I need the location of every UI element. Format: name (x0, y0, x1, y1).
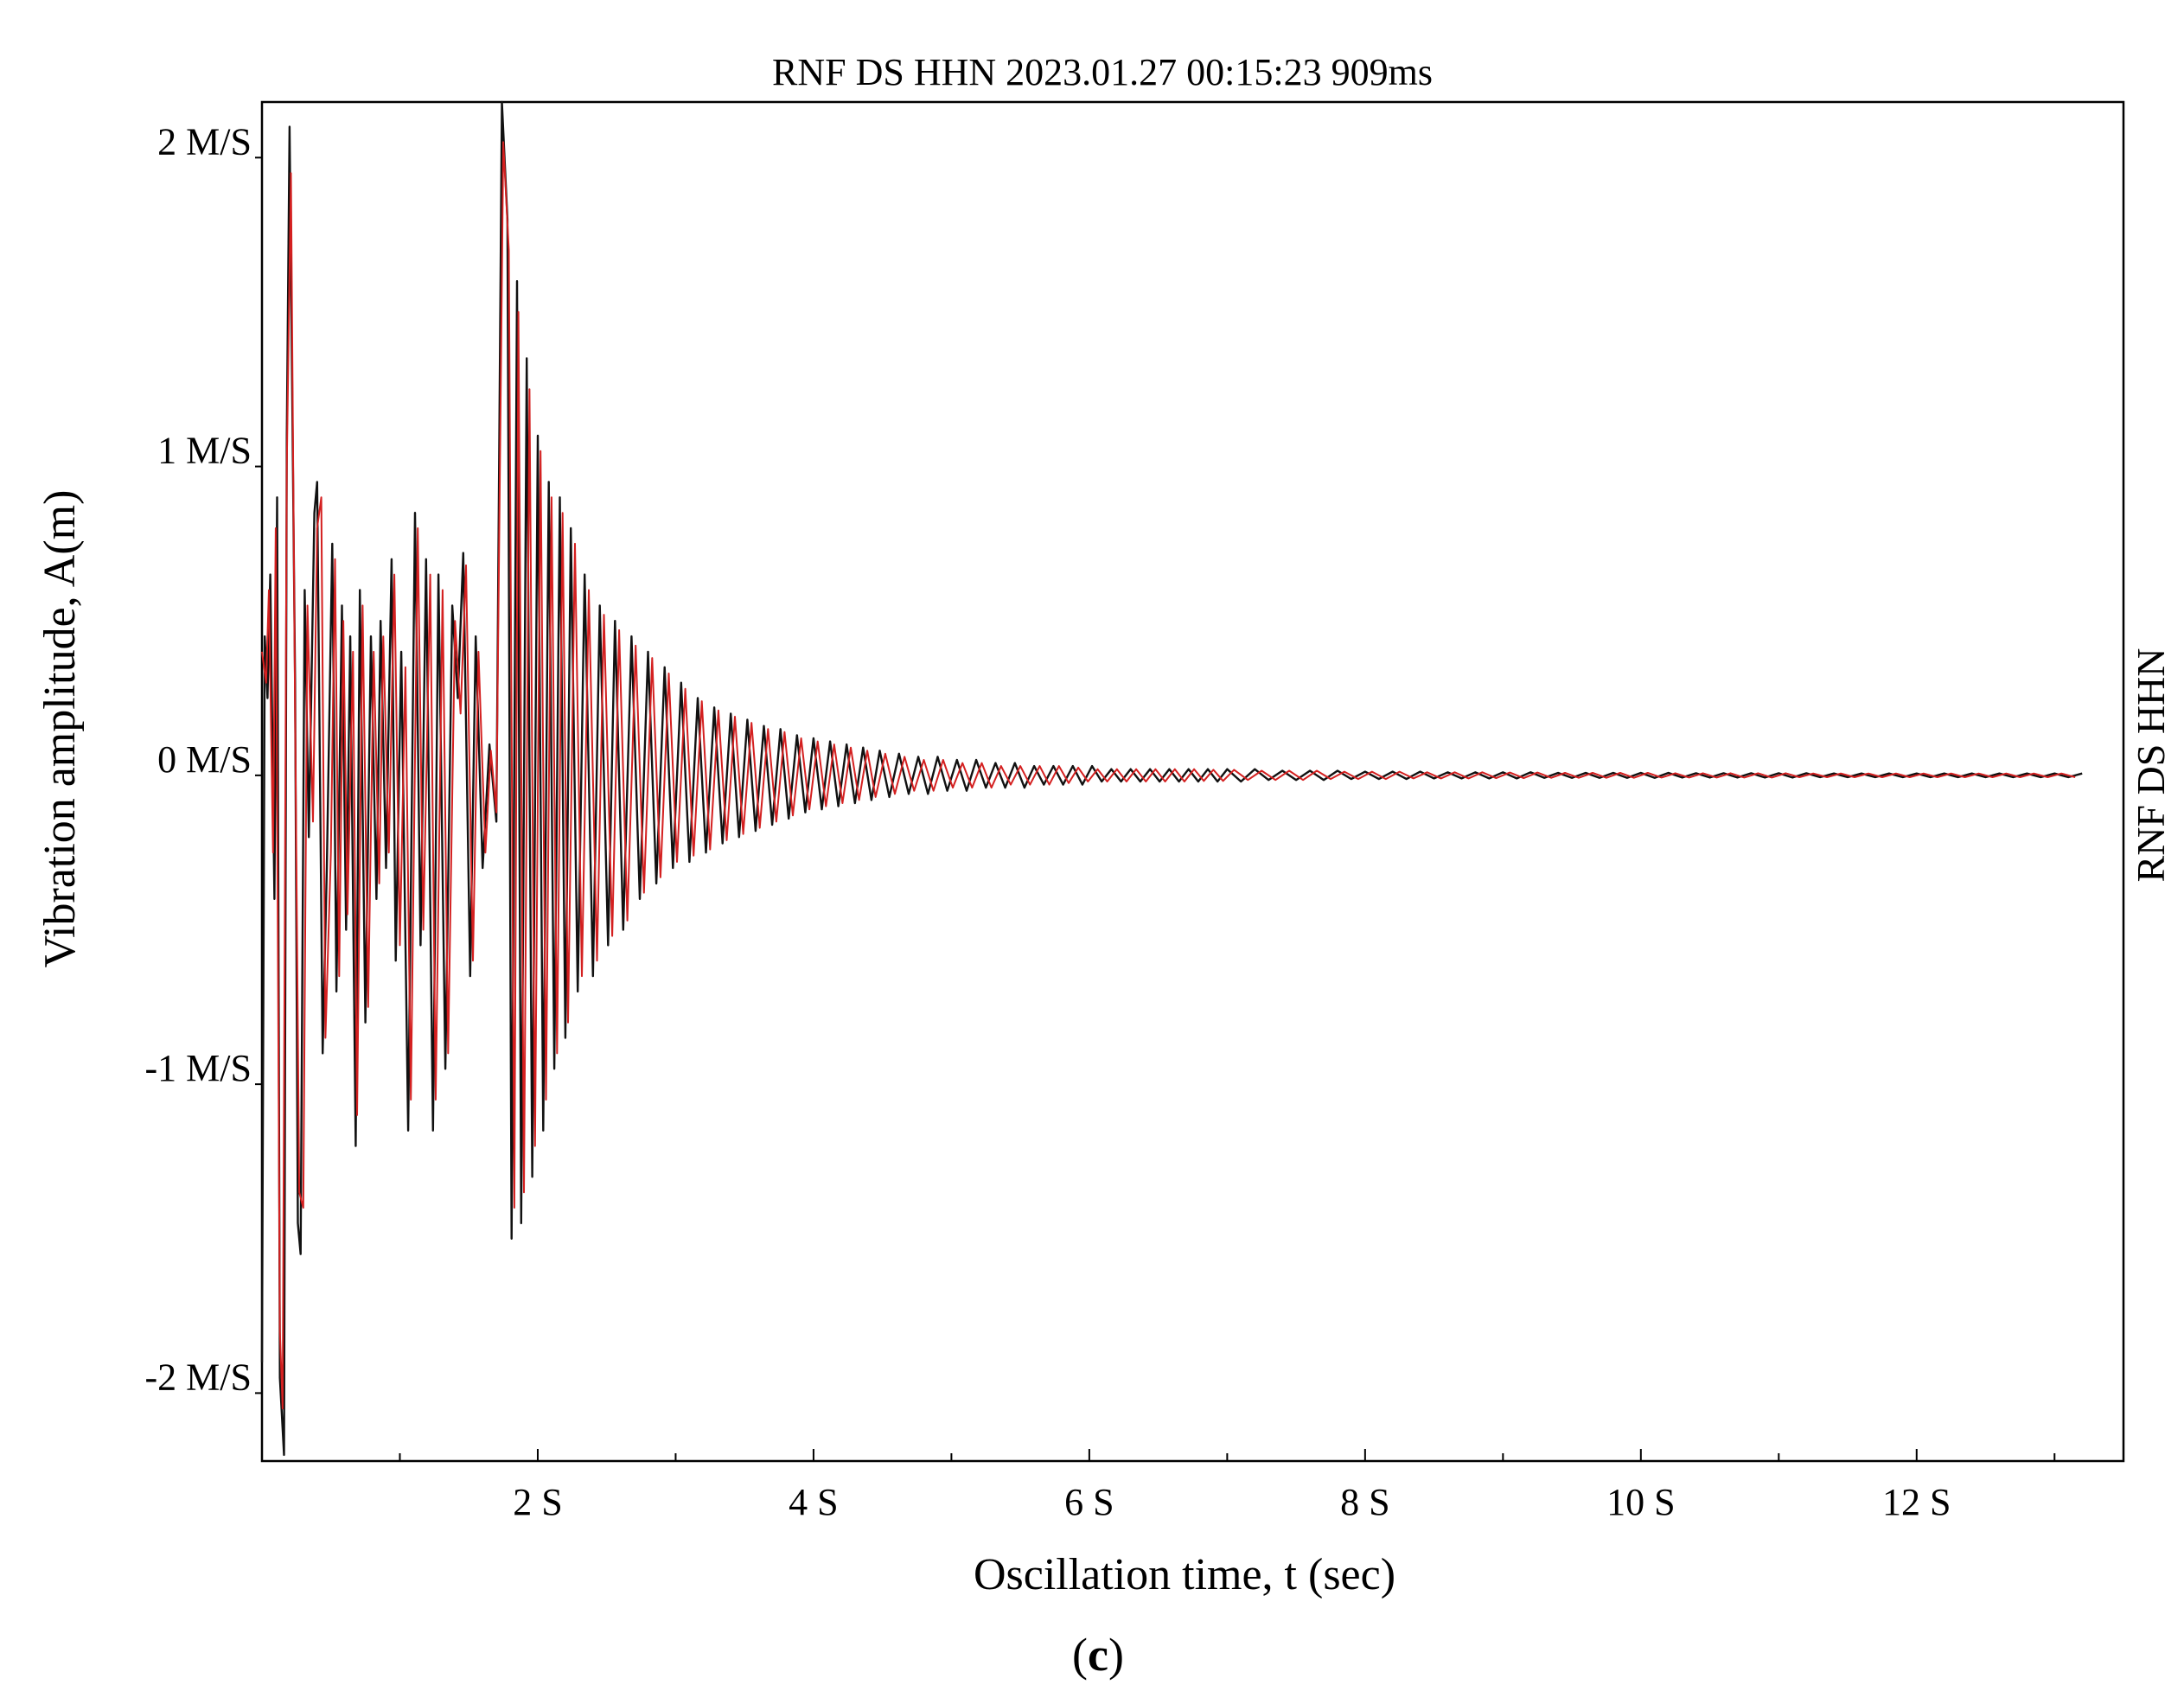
y-tick-label: -1 M/S (145, 1047, 252, 1089)
figure-label-open: ( (1072, 1629, 1088, 1681)
y-tick-label: 0 M/S (157, 738, 252, 781)
x-tick-label: 6 S (1064, 1481, 1114, 1523)
series-layer (260, 100, 2083, 1457)
y-axis-label: Vibration amplitude, A(m) (35, 490, 85, 968)
figure-label-letter: c (1088, 1629, 1108, 1681)
y-tick-label: 2 M/S (157, 120, 252, 163)
figure-label: (c) (1072, 1629, 1124, 1681)
series-line-0 (260, 100, 2083, 1457)
series-line-1 (261, 141, 2076, 1410)
y-axis-ticks: 2 M/S 1 M/S 0 M/S -1 M/S -2 M/S (145, 120, 262, 1398)
right-channel-label: RNF DS HHN (2129, 648, 2173, 883)
x-tick-label: 10 S (1606, 1481, 1675, 1523)
x-tick-label: 2 S (513, 1481, 562, 1523)
y-tick-label: 1 M/S (157, 430, 252, 472)
y-tick-label: -2 M/S (145, 1356, 252, 1398)
x-tick-label: 12 S (1882, 1481, 1951, 1523)
x-tick-label: 4 S (789, 1481, 838, 1523)
x-tick-label: 8 S (1340, 1481, 1389, 1523)
chart-title: RNF DS HHN 2023.01.27 00:15:23 909ms (772, 51, 1433, 93)
x-axis-ticks: 2 S 4 S 6 S 8 S 10 S 12 S (399, 1449, 2056, 1523)
figure-label-close: ) (1108, 1629, 1124, 1681)
x-axis-label: Oscillation time, t (sec) (974, 1550, 1395, 1599)
